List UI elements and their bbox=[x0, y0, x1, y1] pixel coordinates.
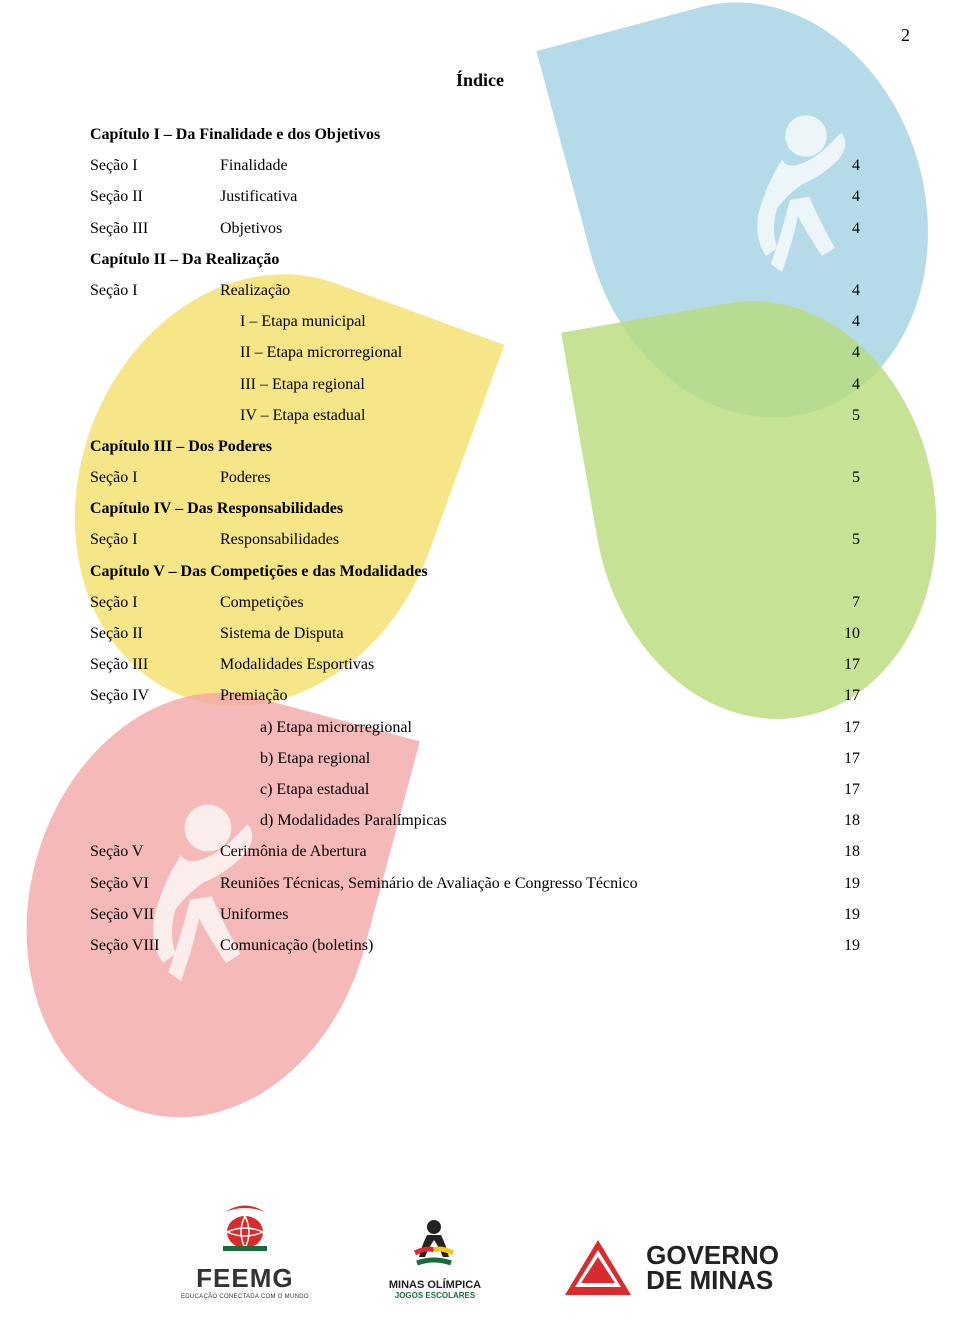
toc-chapter: Capítulo IV – Das Responsabilidades bbox=[90, 493, 870, 524]
toc-chapter: Capítulo I – Da Finalidade e dos Objetiv… bbox=[90, 119, 870, 150]
toc-row: Seção IRealização4 bbox=[90, 275, 870, 306]
toc-row: Seção IIIModalidades Esportivas17 bbox=[90, 649, 870, 680]
toc-row: I – Etapa municipal4 bbox=[90, 306, 870, 337]
index-title: Índice bbox=[90, 70, 870, 91]
toc-row: Seção VCerimônia de Abertura18 bbox=[90, 836, 870, 867]
toc-row: Seção IISistema de Disputa10 bbox=[90, 618, 870, 649]
toc-row: b) Etapa regional17 bbox=[90, 743, 870, 774]
toc-row: IV – Etapa estadual5 bbox=[90, 400, 870, 431]
logo-feemg: FEEMG EDUCAÇÃO CONECTADA COM O MUNDO bbox=[181, 1204, 309, 1300]
toc-row: II – Etapa microrregional4 bbox=[90, 337, 870, 368]
toc-row: Seção IIIObjetivos4 bbox=[90, 213, 870, 244]
toc-row: Seção VIIUniformes19 bbox=[90, 899, 870, 930]
toc-row: Seção IFinalidade4 bbox=[90, 150, 870, 181]
toc-chapter: Capítulo III – Dos Poderes bbox=[90, 431, 870, 462]
toc-row: a) Etapa microrregional17 bbox=[90, 712, 870, 743]
logo-minas-olimpica: MINAS OLÍMPICA JOGOS ESCOLARES bbox=[389, 1215, 481, 1300]
toc-chapter: Capítulo II – Da Realização bbox=[90, 244, 870, 275]
toc-row: Seção IResponsabilidades5 bbox=[90, 524, 870, 555]
toc-chapter: Capítulo V – Das Competições e das Modal… bbox=[90, 556, 870, 587]
toc-row: Seção IIJustificativa4 bbox=[90, 181, 870, 212]
logo-governo-minas: GOVERNODE MINAS bbox=[561, 1235, 779, 1300]
toc-row: III – Etapa regional4 bbox=[90, 369, 870, 400]
page-number: 2 bbox=[901, 25, 910, 46]
toc-row: Seção ICompetições7 bbox=[90, 587, 870, 618]
toc-row: Seção IVPremiação17 bbox=[90, 680, 870, 711]
toc-row: d) Modalidades Paralímpicas18 bbox=[90, 805, 870, 836]
footer-logos: FEEMG EDUCAÇÃO CONECTADA COM O MUNDO MIN… bbox=[0, 1204, 960, 1300]
toc-row: Seção IPoderes5 bbox=[90, 462, 870, 493]
toc-row: c) Etapa estadual17 bbox=[90, 774, 870, 805]
toc-row: Seção VIReuniões Técnicas, Seminário de … bbox=[90, 868, 870, 899]
table-of-contents: Capítulo I – Da Finalidade e dos Objetiv… bbox=[90, 119, 870, 961]
toc-row: Seção VIIIComunicação (boletins)19 bbox=[90, 930, 870, 961]
